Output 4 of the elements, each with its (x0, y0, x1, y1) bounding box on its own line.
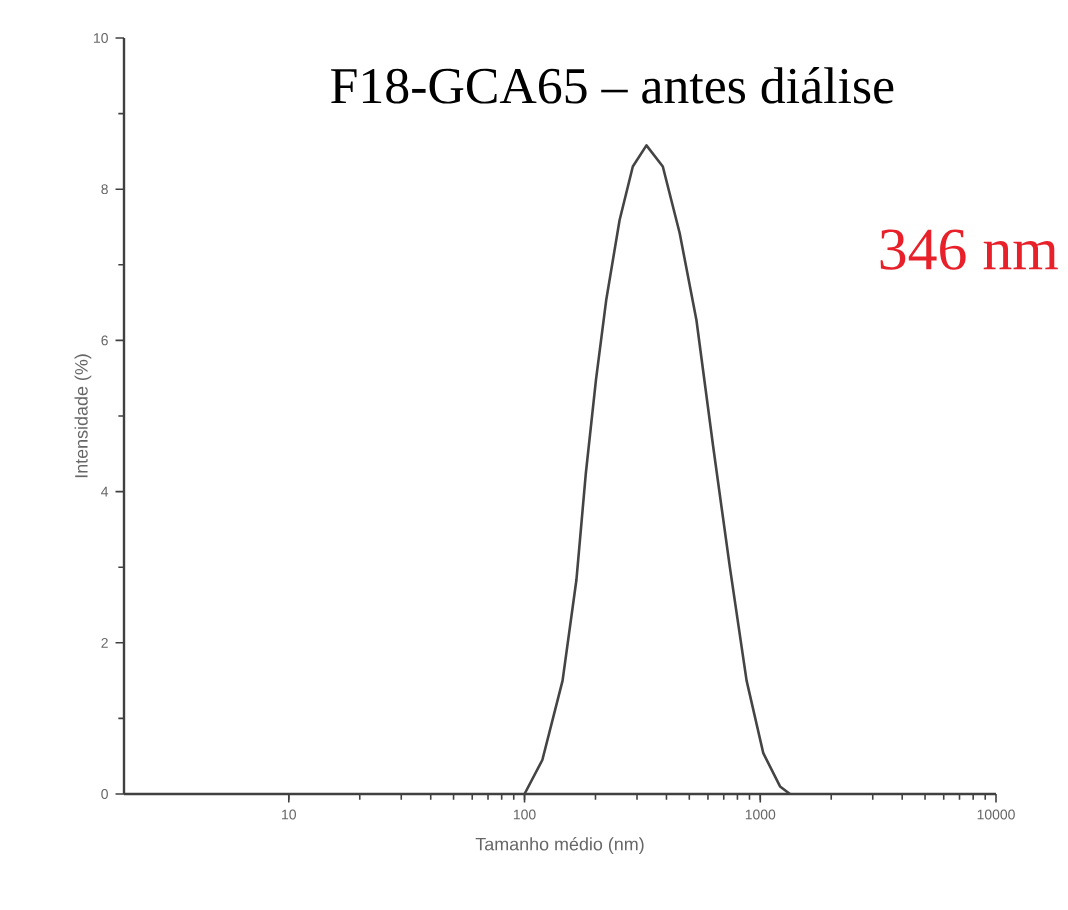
annotation: 346 nm (880, 229, 1058, 270)
y-axis-title: Intensidade (%) (74, 354, 92, 478)
chart-title: F18-GCA65 – antes diálise (331, 67, 894, 104)
x-axis-title: Tamanho médio (nm) (475, 837, 644, 855)
